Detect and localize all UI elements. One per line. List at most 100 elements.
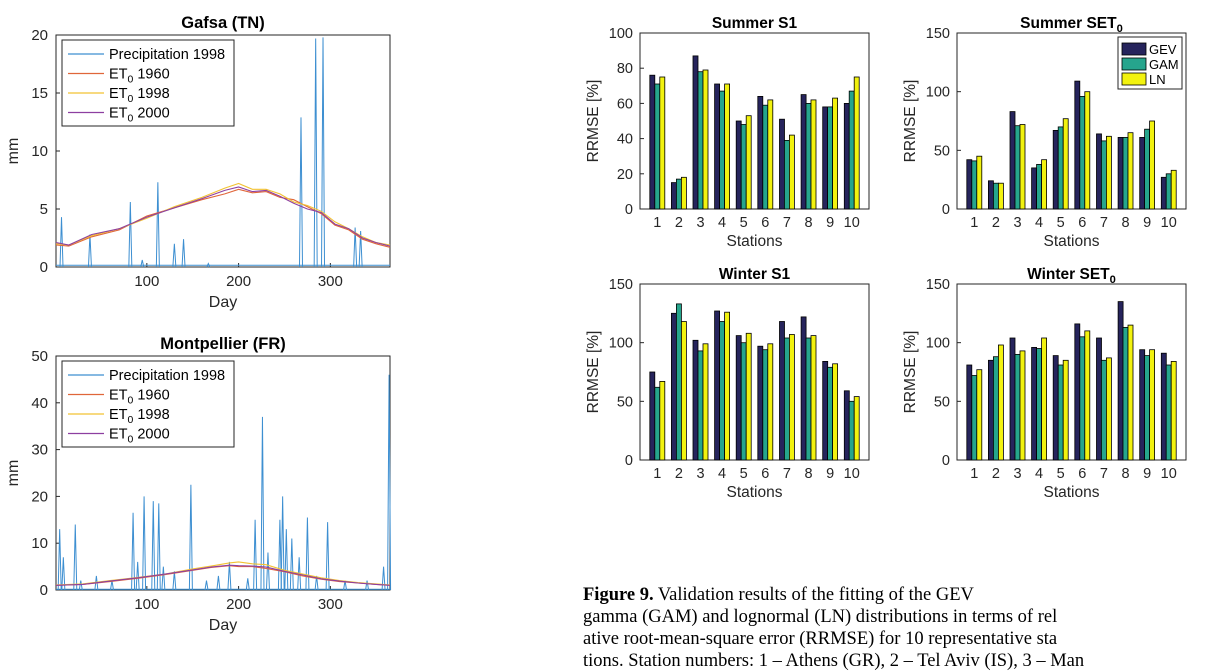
bar-gam <box>848 90 855 210</box>
legend-label: ET0 1960 <box>109 388 170 407</box>
bar-gev <box>735 335 742 461</box>
x-tick-label: 100 <box>134 596 159 613</box>
bar-ln <box>1170 169 1177 210</box>
bar-gam <box>827 106 834 210</box>
y-tick-label: 50 <box>617 394 633 410</box>
bar-ln <box>767 99 774 210</box>
y-tick-label: 0 <box>625 202 633 218</box>
y-axis-label: RRMSE [%] <box>585 331 602 414</box>
bar-gev <box>757 96 764 210</box>
bar-gam <box>971 375 978 461</box>
bar-ln <box>1106 357 1112 461</box>
x-tick-label: 9 <box>826 466 834 482</box>
bar-gam <box>1144 355 1150 461</box>
bar-gev <box>1160 352 1167 461</box>
precipitation-spike <box>216 575 221 591</box>
precipitation-series <box>56 37 390 268</box>
bar-gev <box>800 316 807 461</box>
y-tick-label: 10 <box>31 535 48 552</box>
bar-chart-1: Summer S11 2 3 4 5 6 7 8 9 10020406080100Stations… <box>585 15 870 250</box>
bar-gev <box>843 103 850 210</box>
bar-gam <box>719 90 726 210</box>
bar-ln <box>1084 330 1091 461</box>
bar-gev <box>779 321 785 461</box>
precipitation-spike <box>156 503 161 591</box>
bar-gev <box>1074 323 1081 461</box>
bar-gev <box>987 359 994 461</box>
precipitation-spike <box>78 580 83 591</box>
bar-gev <box>714 310 721 461</box>
bar-ln <box>702 343 709 461</box>
bar-charts-panel: Summer S11 2 3 4 5 6 7 8 9 10020406080100Stations… <box>585 15 1187 501</box>
legend-label: ET0 2000 <box>109 106 170 125</box>
figure-caption: Figure 9. Validation results of the fitt… <box>583 584 1211 672</box>
x-tick-label: 7 <box>783 466 791 482</box>
y-tick-label: 100 <box>926 336 950 352</box>
y-tick-label: 0 <box>625 453 633 469</box>
x-axis-label: Stations <box>726 484 782 501</box>
x-tick-label: 6 <box>761 215 769 231</box>
precipitation-spike <box>387 374 392 591</box>
legend-swatch <box>1121 72 1147 86</box>
bar-ln <box>659 76 666 210</box>
y-tick-label: 0 <box>40 259 48 276</box>
precipitation-spike <box>265 552 270 591</box>
x-tick-label: 7 <box>1100 215 1108 231</box>
y-tick-label: 50 <box>934 394 950 410</box>
precipitation-spike <box>245 578 250 591</box>
bar-gev <box>822 360 829 461</box>
x-tick-label: 8 <box>804 215 812 231</box>
x-tick-label: 4 <box>718 466 726 482</box>
x-tick-label: 10 <box>1161 215 1177 231</box>
precipitation-spike <box>172 571 177 591</box>
et0-series-line <box>55 564 391 586</box>
precipitation-spike <box>297 557 302 591</box>
bar-gev <box>1096 337 1102 461</box>
y-tick-label: 100 <box>926 85 950 101</box>
bar-chart-3: Winter S11 2 3 4 5 6 7 8 9 10050100150StationsRRM… <box>585 266 870 501</box>
y-tick-label: 20 <box>31 488 48 505</box>
x-tick-label: 6 <box>1078 466 1086 482</box>
legend-label: Precipitation 1998 <box>109 368 225 384</box>
precipitation-spike <box>381 566 386 591</box>
bar-ln <box>681 176 687 210</box>
caption-line-4: tions. Station numbers: 1 – Athens (GR),… <box>583 651 1085 671</box>
y-axis-label: RRMSE [%] <box>902 80 919 163</box>
bar-gev <box>1117 136 1124 210</box>
bar-gam <box>971 160 978 210</box>
precipitation-spike <box>57 529 62 591</box>
legend-swatch <box>1121 57 1147 71</box>
bar-gev <box>1031 346 1038 461</box>
y-tick-label: 40 <box>617 132 633 148</box>
y-tick-label: 150 <box>926 26 950 42</box>
bar-ln <box>853 76 860 210</box>
precipitation-spike <box>260 416 265 591</box>
bar-ln <box>1106 135 1112 210</box>
y-tick-label: 0 <box>40 582 48 599</box>
bar-gam <box>762 349 769 461</box>
bar-gev <box>671 182 677 210</box>
bar-ln <box>810 99 817 210</box>
line-chart-1: Gafsa (TN) 100 200 300 0 5 10 15 20 Day mm Precipit… <box>5 14 391 311</box>
legend-label: GAM <box>1149 57 1179 72</box>
y-tick-label: 10 <box>31 143 48 160</box>
bar-gev <box>671 312 677 461</box>
bar-gam <box>1101 359 1107 461</box>
bar-gev <box>1052 129 1059 210</box>
precipitation-spike <box>155 182 160 268</box>
bar-gam <box>1144 128 1150 210</box>
chart-title: Winter SET0 <box>1027 266 1116 286</box>
bar-gam <box>676 303 682 461</box>
bar-gev <box>1031 167 1038 210</box>
precipitation-spike <box>128 202 133 268</box>
bar-gev <box>1009 337 1016 461</box>
bar-gam <box>1165 364 1172 461</box>
caption-line-3: ative root-mean-square error (RRMSE) for… <box>583 629 1058 649</box>
bar-gev <box>1074 80 1081 210</box>
precipitation-spike <box>140 259 145 268</box>
bar-gev <box>735 120 742 210</box>
bar-gam <box>805 103 812 210</box>
bar-gev <box>1160 176 1167 210</box>
bar-ln <box>681 321 687 461</box>
bar-gev <box>966 159 973 210</box>
